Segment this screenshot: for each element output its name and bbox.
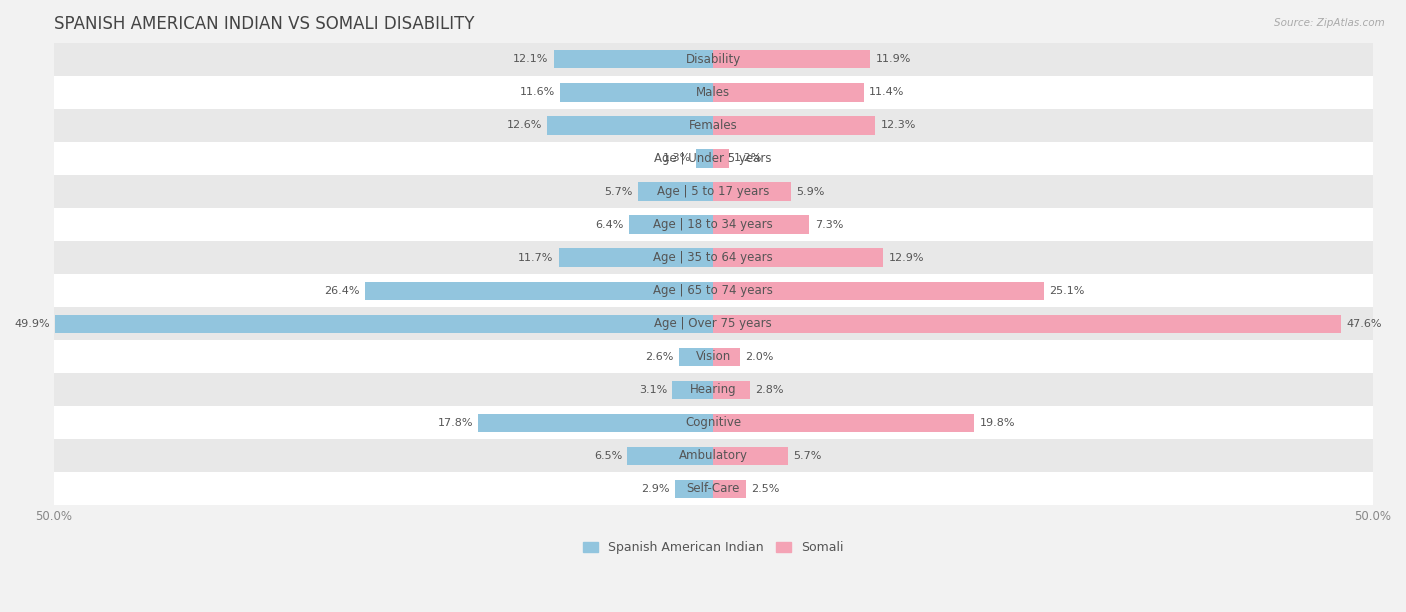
Text: 2.6%: 2.6%: [645, 352, 673, 362]
Text: 17.8%: 17.8%: [437, 418, 474, 428]
Text: 11.9%: 11.9%: [876, 54, 911, 64]
Bar: [713, 447, 789, 465]
Bar: [713, 116, 876, 135]
Text: 26.4%: 26.4%: [325, 286, 360, 296]
Bar: [478, 414, 713, 432]
Text: 1.2%: 1.2%: [734, 154, 762, 163]
Text: Age | Over 75 years: Age | Over 75 years: [654, 317, 772, 330]
Bar: [53, 109, 1372, 142]
Bar: [713, 381, 751, 399]
Text: 11.4%: 11.4%: [869, 88, 904, 97]
Text: 11.7%: 11.7%: [519, 253, 554, 263]
Bar: [366, 282, 713, 300]
Bar: [627, 447, 713, 465]
Bar: [53, 208, 1372, 241]
Bar: [672, 381, 713, 399]
Text: 2.0%: 2.0%: [745, 352, 773, 362]
Text: 6.4%: 6.4%: [595, 220, 623, 230]
Bar: [713, 315, 1341, 333]
Text: 47.6%: 47.6%: [1346, 319, 1382, 329]
Text: 5.7%: 5.7%: [605, 187, 633, 196]
Text: Age | Under 5 years: Age | Under 5 years: [654, 152, 772, 165]
Text: 1.3%: 1.3%: [662, 154, 690, 163]
Text: 19.8%: 19.8%: [980, 418, 1015, 428]
Text: 11.6%: 11.6%: [520, 88, 555, 97]
Bar: [53, 406, 1372, 439]
Bar: [696, 149, 713, 168]
Text: 12.9%: 12.9%: [889, 253, 924, 263]
Text: Hearing: Hearing: [690, 383, 737, 396]
Bar: [53, 274, 1372, 307]
Text: 5.7%: 5.7%: [793, 450, 823, 461]
Bar: [713, 149, 730, 168]
Bar: [53, 340, 1372, 373]
Text: Ambulatory: Ambulatory: [679, 449, 748, 462]
Text: 2.9%: 2.9%: [641, 483, 669, 494]
Bar: [713, 83, 863, 102]
Bar: [53, 439, 1372, 472]
Bar: [53, 307, 1372, 340]
Bar: [628, 215, 713, 234]
Text: 25.1%: 25.1%: [1049, 286, 1085, 296]
Text: Vision: Vision: [696, 350, 731, 363]
Legend: Spanish American Indian, Somali: Spanish American Indian, Somali: [578, 536, 848, 559]
Bar: [713, 348, 740, 366]
Text: Disability: Disability: [686, 53, 741, 66]
Text: 2.8%: 2.8%: [755, 385, 785, 395]
Text: 5.9%: 5.9%: [796, 187, 825, 196]
Text: 12.1%: 12.1%: [513, 54, 548, 64]
Bar: [713, 282, 1045, 300]
Text: Cognitive: Cognitive: [685, 416, 741, 429]
Bar: [53, 76, 1372, 109]
Text: SPANISH AMERICAN INDIAN VS SOMALI DISABILITY: SPANISH AMERICAN INDIAN VS SOMALI DISABI…: [53, 15, 474, 33]
Bar: [713, 50, 870, 69]
Bar: [560, 83, 713, 102]
Bar: [554, 50, 713, 69]
Bar: [560, 248, 713, 267]
Bar: [53, 43, 1372, 76]
Text: 12.6%: 12.6%: [506, 121, 541, 130]
Bar: [53, 373, 1372, 406]
Text: Age | 18 to 34 years: Age | 18 to 34 years: [654, 218, 773, 231]
Text: 6.5%: 6.5%: [593, 450, 623, 461]
Text: Age | 65 to 74 years: Age | 65 to 74 years: [654, 284, 773, 297]
Bar: [713, 248, 883, 267]
Text: Self-Care: Self-Care: [686, 482, 740, 495]
Bar: [713, 182, 792, 201]
Bar: [713, 414, 974, 432]
Bar: [53, 472, 1372, 506]
Text: Males: Males: [696, 86, 730, 99]
Text: Age | 35 to 64 years: Age | 35 to 64 years: [654, 251, 773, 264]
Bar: [53, 142, 1372, 175]
Bar: [55, 315, 713, 333]
Bar: [675, 480, 713, 498]
Text: 3.1%: 3.1%: [638, 385, 666, 395]
Text: 49.9%: 49.9%: [14, 319, 51, 329]
Text: 2.5%: 2.5%: [751, 483, 780, 494]
Text: 12.3%: 12.3%: [880, 121, 917, 130]
Text: Females: Females: [689, 119, 738, 132]
Text: Source: ZipAtlas.com: Source: ZipAtlas.com: [1274, 18, 1385, 28]
Bar: [713, 480, 747, 498]
Bar: [713, 215, 810, 234]
Bar: [53, 241, 1372, 274]
Bar: [638, 182, 713, 201]
Text: Age | 5 to 17 years: Age | 5 to 17 years: [657, 185, 769, 198]
Bar: [53, 175, 1372, 208]
Text: 7.3%: 7.3%: [814, 220, 844, 230]
Bar: [679, 348, 713, 366]
Bar: [547, 116, 713, 135]
